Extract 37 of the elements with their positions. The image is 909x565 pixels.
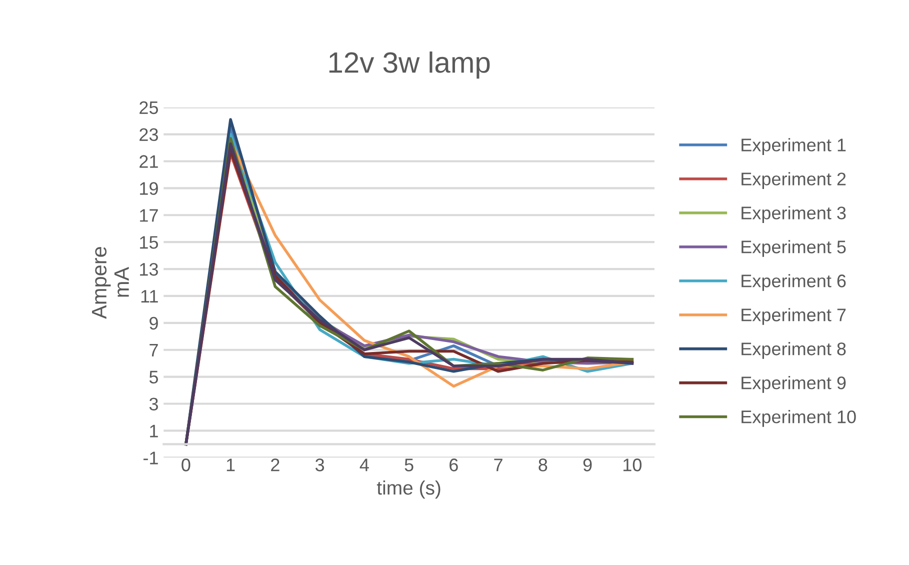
x-tick-label: 5 <box>404 458 414 472</box>
x-tick-label: 1 <box>226 458 235 472</box>
x-tick-label: 2 <box>271 458 280 472</box>
x-tick-label: 0 <box>182 458 190 472</box>
legend-label: Experiment 1 <box>742 138 846 155</box>
legend-label: Experiment 7 <box>742 308 846 325</box>
x-tick-label: 9 <box>583 458 592 472</box>
legend-label: Experiment 8 <box>742 342 846 359</box>
legend-label: Experiment 10 <box>742 410 856 427</box>
y-tick-label: 15 <box>140 236 158 249</box>
x-tick-label: 8 <box>538 458 548 472</box>
x-tick-label: 4 <box>360 458 369 472</box>
legend-label: Experiment 6 <box>742 274 846 291</box>
x-tick-label: 6 <box>450 458 458 472</box>
y-tick-label: 1 <box>150 424 158 438</box>
y-tick-label: 3 <box>149 398 158 410</box>
y-tick-label: 7 <box>150 344 158 356</box>
y-tick-label: 25 <box>140 101 158 114</box>
legend-label: Experiment 9 <box>742 376 846 393</box>
y-tick-label: 9 <box>150 316 158 330</box>
x-tick-label: 7 <box>494 458 502 472</box>
x-tick-label: 10 <box>624 458 642 472</box>
y-tick-label: 13 <box>140 262 158 276</box>
y-tick-label: 19 <box>140 182 158 195</box>
legend-label: Experiment 2 <box>742 172 846 189</box>
y-tick-label: 21 <box>140 155 158 168</box>
y-tick-label: -1 <box>144 452 158 464</box>
legend-label: Experiment 3 <box>742 206 846 223</box>
y-tick-label: 17 <box>140 209 158 222</box>
legend-label: Experiment 5 <box>742 240 846 257</box>
x-tick-label: 3 <box>315 458 324 472</box>
y-tick-label: 11 <box>141 290 158 303</box>
y-axis-title: Ampere mA <box>92 246 129 319</box>
chart-title: 12v 3w lamp <box>329 51 490 79</box>
x-axis-title: time (s) <box>376 480 440 499</box>
y-tick-label: 23 <box>140 128 158 142</box>
y-tick-label: 5 <box>149 370 158 384</box>
